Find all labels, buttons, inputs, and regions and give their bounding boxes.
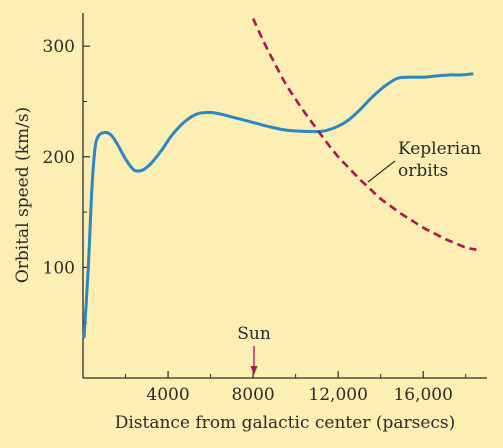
- y-tick-label: 100: [43, 258, 75, 278]
- y-tick-label: 200: [43, 148, 75, 168]
- y-ticks: 100 200 300: [43, 37, 90, 324]
- x-ticks: 4000 8000 12,000 16,000: [125, 371, 467, 405]
- x-tick-label: 12,000: [308, 385, 367, 405]
- keplerian-label-line1: Keplerian: [398, 139, 481, 159]
- sun-marker: Sun: [237, 324, 271, 375]
- keplerian-annotation: Keplerian orbits: [367, 139, 481, 183]
- sun-arrow-head: [250, 366, 258, 375]
- keplerian-pointer: [367, 160, 396, 183]
- keplerian-label-line2: orbits: [398, 161, 448, 181]
- x-tick-label: 16,000: [393, 385, 452, 405]
- x-tick-label: 4000: [146, 385, 189, 405]
- y-tick-label: 300: [43, 37, 75, 57]
- series-keplerian-orbits: [251, 17, 477, 251]
- x-axis-title: Distance from galactic center (parsecs): [115, 413, 456, 433]
- sun-label: Sun: [237, 324, 271, 344]
- y-axis-title: Orbital speed (km/s): [13, 107, 33, 283]
- x-tick-label: 8000: [231, 385, 274, 405]
- series-rotation-curve: [82, 72, 474, 339]
